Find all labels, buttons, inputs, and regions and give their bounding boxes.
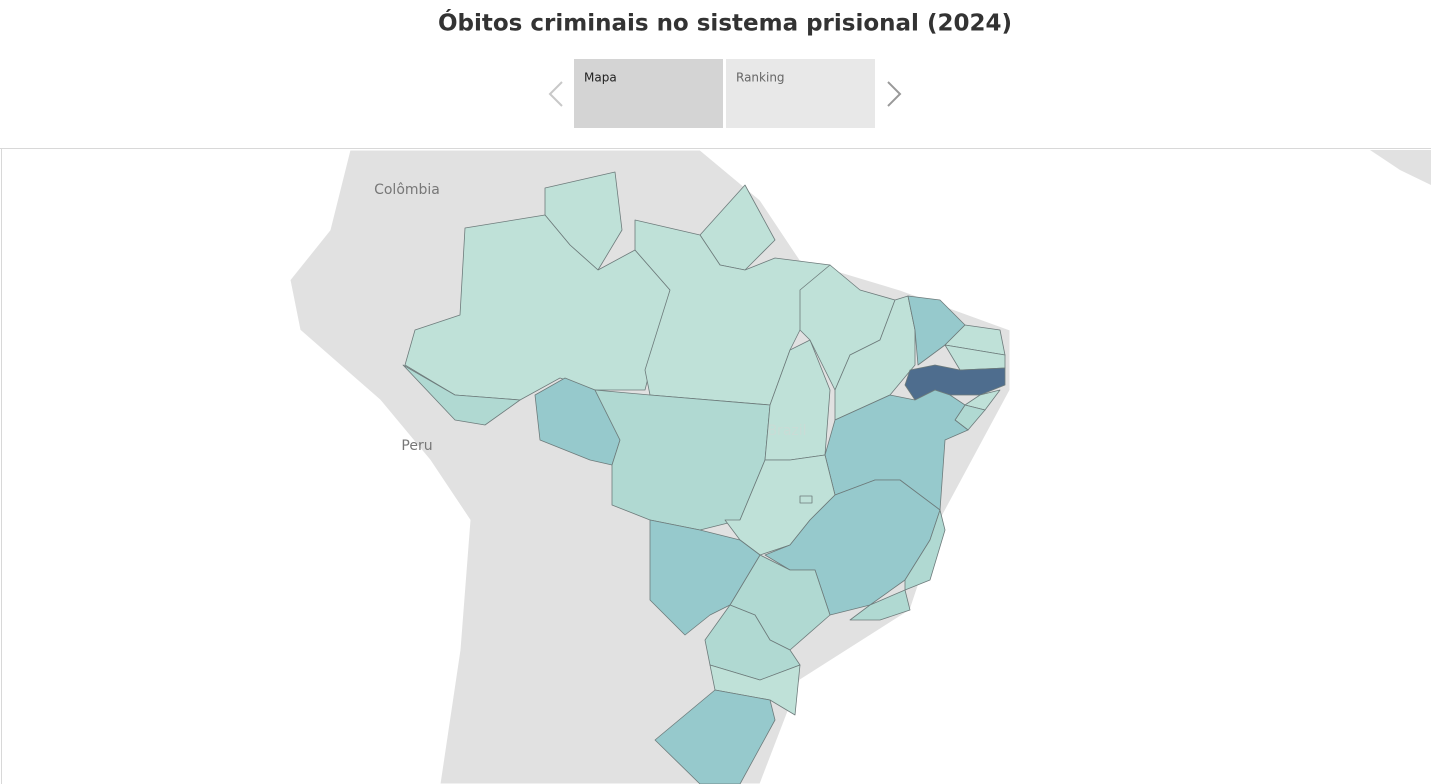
state[interactable] (799, 495, 813, 504)
title: Óbitos criminais no sistema prisional (2… (438, 9, 1012, 37)
tab-label: Mapa (584, 71, 617, 85)
state[interactable] (634, 219, 831, 406)
state[interactable] (654, 689, 776, 784)
map-label: Brazil (767, 423, 806, 439)
state[interactable] (402, 364, 521, 426)
prev-arrow[interactable] (548, 81, 563, 107)
states (402, 171, 1006, 784)
tab[interactable]: Mapa (574, 59, 723, 128)
tab[interactable]: Ranking (726, 59, 875, 128)
state[interactable] (849, 589, 911, 621)
tab-label: Ranking (736, 71, 785, 85)
tab-bg (574, 59, 723, 128)
state[interactable] (904, 509, 946, 591)
map-label: Peru (401, 438, 432, 454)
state[interactable] (764, 479, 941, 616)
tab-bg (726, 59, 875, 128)
land (1370, 150, 1431, 185)
state[interactable] (594, 389, 771, 531)
next-arrow[interactable] (887, 81, 902, 107)
map-label: Colômbia (374, 182, 440, 198)
map: Colômbia Peru Brazil (289, 149, 1431, 784)
state[interactable] (944, 344, 1006, 371)
